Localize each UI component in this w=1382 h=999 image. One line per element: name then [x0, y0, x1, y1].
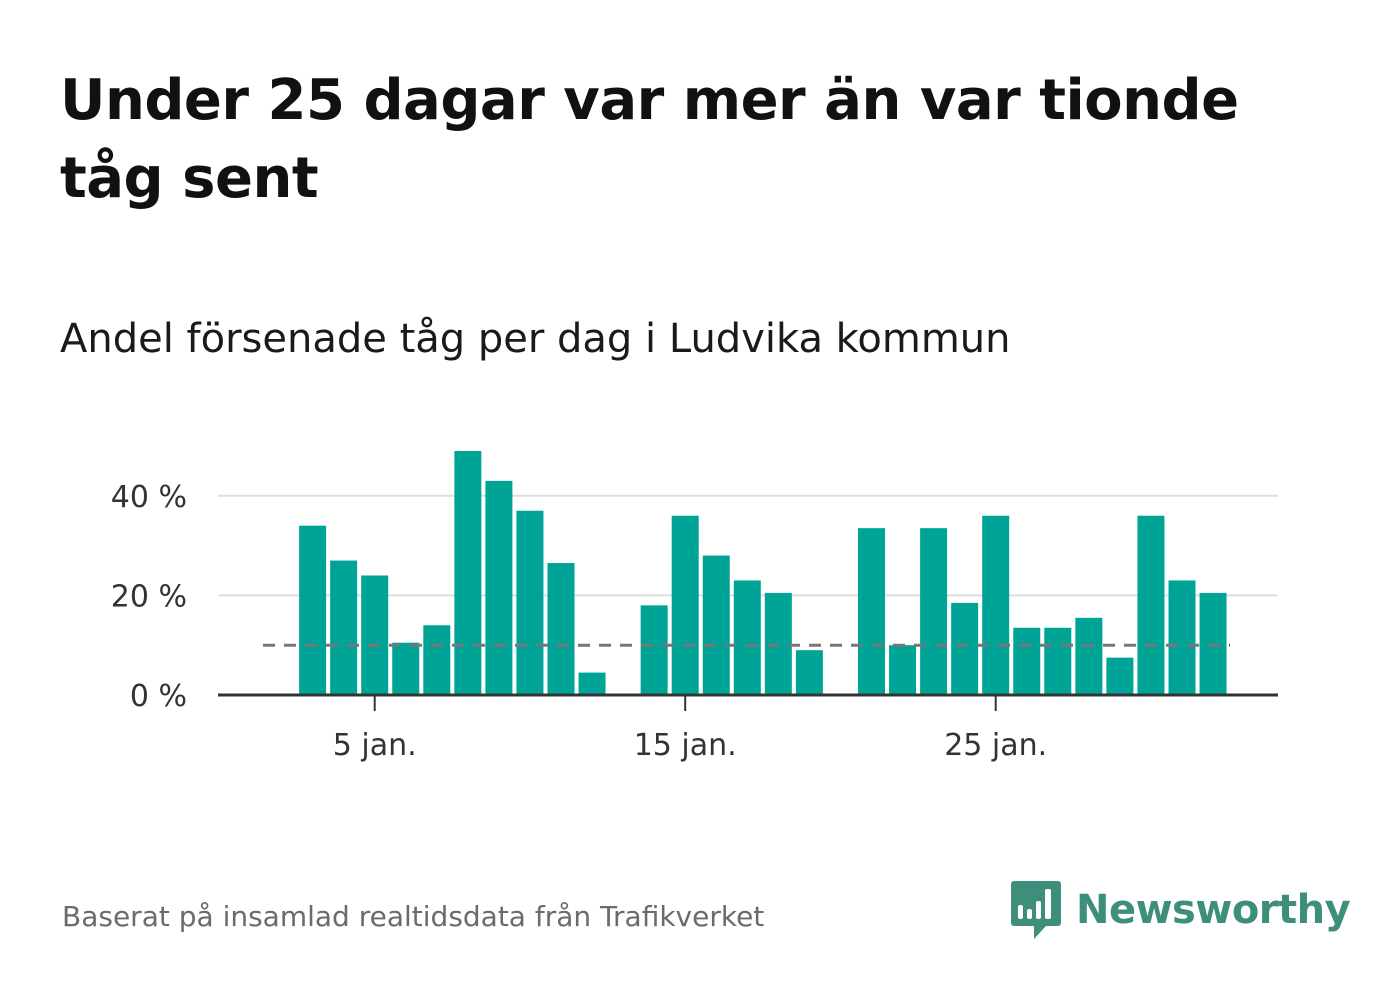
x-tick-label: 5 jan. [333, 728, 417, 763]
bar [920, 528, 948, 695]
bar [516, 510, 544, 695]
bar [330, 560, 358, 695]
bar [1137, 515, 1165, 695]
bar [454, 450, 482, 695]
bar [1168, 580, 1196, 695]
x-tick-label: 15 jan. [634, 728, 737, 763]
chart-title: Under 25 dagar var mer än var tionde tåg… [60, 68, 1239, 211]
bar [392, 642, 420, 695]
logo-text: Newsworthy [1076, 887, 1351, 933]
bar-chart: 0 % 20 % 40 % 5 jan. 15 jan. 25 jan. [111, 450, 1278, 763]
bar [361, 575, 389, 695]
y-tick-label: 20 % [111, 579, 187, 614]
newsworthy-logo[interactable]: Newsworthy [1010, 878, 1351, 942]
bars [299, 450, 1227, 695]
bar [423, 625, 451, 695]
bar [795, 650, 823, 695]
chart-subtitle: Andel försenade tåg per dag i Ludvika ko… [60, 316, 1011, 362]
bar [951, 602, 979, 695]
bar [578, 672, 606, 695]
bar [299, 525, 327, 695]
axes: 0 % 20 % 40 % 5 jan. 15 jan. 25 jan. [111, 480, 1278, 763]
bar [858, 528, 885, 695]
x-tick-label: 25 jan. [944, 728, 1047, 763]
bar [485, 480, 513, 695]
bar [1044, 627, 1072, 695]
bar [1075, 617, 1103, 695]
bar [889, 645, 917, 695]
bar-chart-speech-bubble-icon [1011, 881, 1061, 939]
bar [702, 555, 730, 695]
bar [1013, 627, 1041, 695]
bar [733, 580, 761, 695]
bar [982, 515, 1010, 695]
bar [1106, 657, 1134, 695]
bar [671, 515, 699, 695]
source-note: Baserat på insamlad realtidsdata från Tr… [62, 900, 765, 933]
y-tick-label: 0 % [130, 679, 187, 714]
bar [547, 563, 575, 695]
y-tick-label: 40 % [111, 480, 187, 515]
bar [640, 605, 668, 695]
